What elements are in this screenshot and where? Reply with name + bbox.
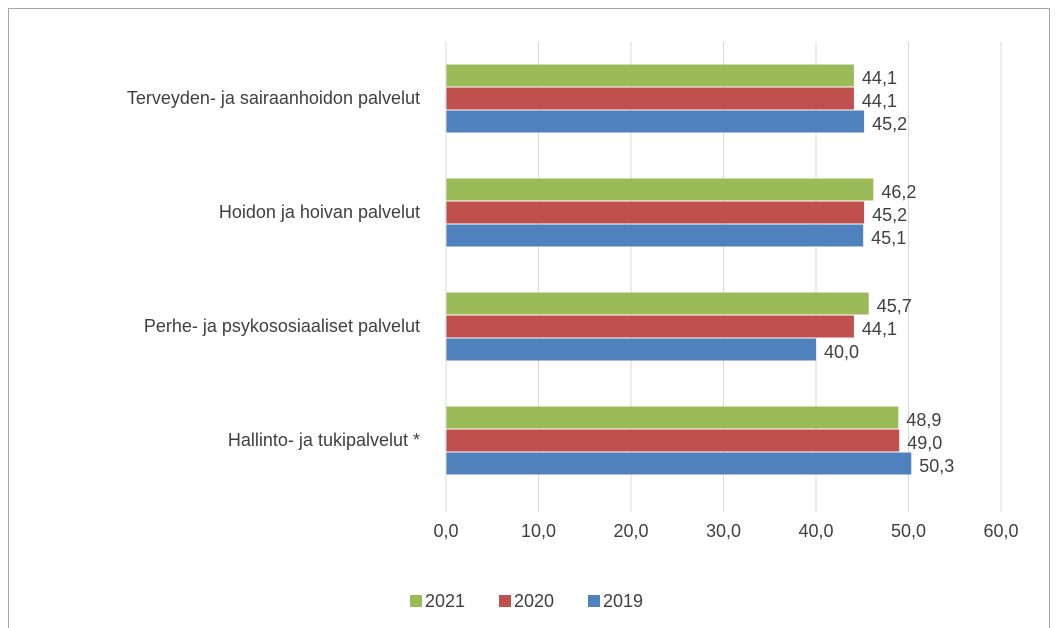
bar [446,64,854,87]
x-tick-label: 50,0 [891,521,926,541]
value-label: 49,0 [907,433,942,453]
x-tick-label: 20,0 [613,521,648,541]
value-label: 44,1 [862,68,897,88]
legend-swatch [410,595,422,607]
bar [446,406,899,429]
value-label: 45,2 [872,205,907,225]
y-tick-label: Hallinto- ja tukipalvelut * [228,430,420,450]
x-tick-label: 30,0 [706,521,741,541]
bar [446,87,854,110]
value-label: 44,1 [862,91,897,111]
bar [446,429,900,452]
value-label: 45,7 [877,296,912,316]
value-label: 48,9 [906,410,941,430]
bar [446,452,912,475]
value-label: 45,1 [871,228,906,248]
y-tick-label: Perhe- ja psykososiaaliset palvelut [144,316,420,336]
legend-swatch [588,595,600,607]
value-label: 45,2 [872,114,907,134]
y-tick-label: Hoidon ja hoivan palvelut [219,202,420,222]
bar [446,292,869,315]
bar [446,110,865,133]
legend-label: 2020 [514,591,554,611]
value-label: 40,0 [824,342,859,362]
value-label: 50,3 [919,456,954,476]
x-tick-label: 0,0 [433,521,458,541]
bar [446,201,865,224]
bar [446,224,864,247]
x-tick-label: 10,0 [521,521,556,541]
value-label: 46,2 [881,182,916,202]
bar [446,338,816,361]
legend-label: 2019 [603,591,643,611]
x-tick-label: 40,0 [798,521,833,541]
value-label: 44,1 [862,319,897,339]
bar [446,315,854,338]
x-tick-label: 60,0 [983,521,1018,541]
legend-label: 2021 [425,591,465,611]
y-tick-label: Terveyden- ja sairaanhoidon palvelut [127,88,420,108]
bar [446,178,874,201]
legend-swatch [499,595,511,607]
